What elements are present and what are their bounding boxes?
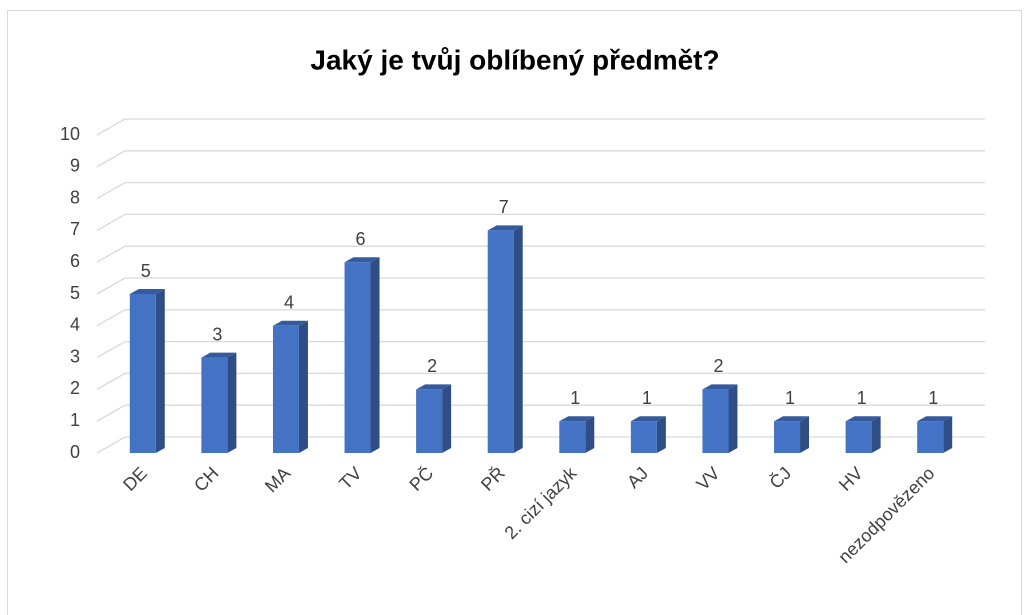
data-label: 4 — [284, 293, 294, 313]
data-label: 6 — [356, 229, 366, 249]
y-tick-label: 6 — [70, 251, 80, 271]
bar-side — [728, 384, 738, 453]
y-tick-label: 5 — [70, 283, 80, 303]
grid-line — [96, 181, 985, 200]
grid-line — [96, 309, 985, 327]
data-label: 2 — [713, 356, 723, 376]
y-tick-label: 9 — [70, 156, 80, 176]
bar — [129, 294, 156, 453]
bar-top — [774, 416, 810, 422]
bar-side — [155, 289, 165, 453]
bar — [487, 230, 514, 453]
bar-side — [656, 416, 666, 453]
data-label: 7 — [499, 197, 509, 217]
data-label: 1 — [570, 388, 580, 408]
y-tick-label: 3 — [70, 346, 80, 366]
y-tick-label: 2 — [70, 378, 80, 398]
bar-side — [871, 416, 881, 453]
data-label: 1 — [642, 388, 652, 408]
bar-top — [201, 352, 237, 358]
bar-side — [800, 416, 810, 453]
bar-top — [487, 225, 523, 231]
grid-line — [96, 404, 985, 422]
bar — [774, 421, 801, 453]
bar — [630, 421, 657, 453]
bar-top — [344, 257, 380, 263]
bar-side — [513, 225, 523, 453]
bar-side — [943, 416, 953, 453]
bar-side — [442, 384, 452, 453]
bar — [559, 421, 586, 453]
bar — [845, 421, 872, 453]
bar-side — [227, 352, 237, 453]
bar-top — [559, 416, 595, 422]
grid-line — [96, 277, 985, 295]
bar — [344, 262, 371, 453]
bar-top — [917, 416, 953, 422]
data-label: 1 — [857, 388, 867, 408]
y-tick-label: 10 — [60, 124, 80, 144]
data-label: 3 — [212, 324, 222, 344]
y-tick-label: 4 — [70, 315, 80, 335]
data-label: 1 — [928, 388, 938, 408]
data-label: 5 — [141, 261, 151, 281]
bar-side — [585, 416, 595, 453]
bar — [201, 357, 228, 453]
bar — [416, 389, 443, 453]
grid-line — [96, 150, 985, 168]
data-label: 2 — [427, 356, 437, 376]
bar-top — [272, 320, 308, 326]
bar-top — [129, 289, 165, 294]
y-tick-label: 1 — [70, 410, 80, 430]
bar-top — [702, 384, 738, 390]
y-tick-label: 0 — [70, 442, 80, 462]
y-tick-label: 8 — [70, 187, 80, 207]
data-label: 1 — [785, 388, 795, 408]
bar-top — [845, 416, 881, 422]
grid-line — [96, 340, 985, 359]
chart-title: Jaký je tvůj oblíbený předmět? — [310, 44, 719, 75]
grid-line — [96, 213, 985, 231]
y-tick-label: 7 — [70, 219, 80, 239]
grid-line — [96, 118, 985, 136]
bar-side — [298, 320, 308, 453]
bar — [917, 421, 944, 453]
bar-side — [370, 257, 380, 453]
bar — [702, 389, 729, 453]
bar-top — [630, 416, 666, 422]
bar — [272, 325, 299, 453]
bar-top — [416, 384, 452, 390]
grid-line — [96, 436, 985, 454]
grid-line — [96, 372, 985, 390]
grid-line — [96, 245, 985, 263]
